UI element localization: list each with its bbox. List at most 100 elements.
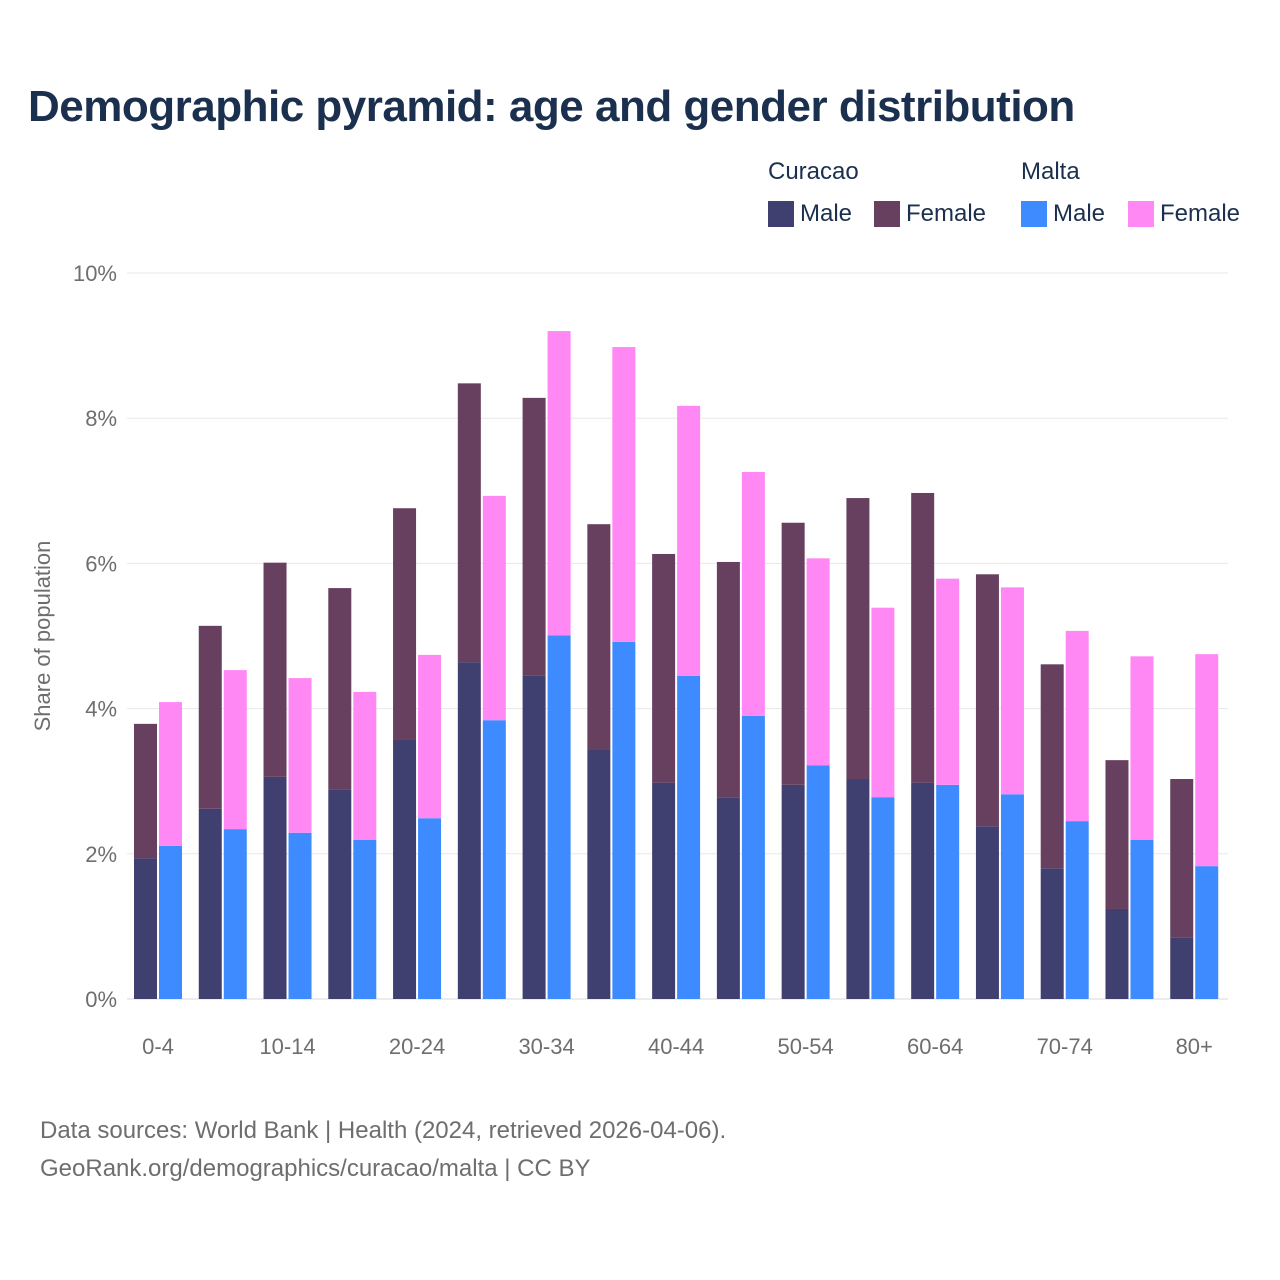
bar-curacao-female-80+ [1170,779,1194,938]
bar-curacao-male-65-69 [975,826,999,999]
legend-swatch [874,201,900,227]
bar-malta-female-40-44 [677,405,701,676]
bar-curacao-male-60-64 [911,782,935,999]
bar-curacao-female-75-79 [1105,760,1129,909]
bar-malta-female-30-34 [547,331,571,636]
bar-curacao-female-25-29 [457,383,481,663]
bar-malta-male-30-34 [547,635,571,999]
bar-curacao-female-20-24 [393,508,417,740]
bar-malta-female-70-74 [1065,630,1089,822]
bar-curacao-female-40-44 [652,553,676,783]
legend-item-malta-female[interactable]: Female [1128,200,1240,228]
bar-malta-male-0-4 [159,845,182,999]
y-tick-label: 4% [85,697,117,722]
x-tick-label: 10-14 [259,1034,315,1059]
bar-curacao-male-35-39 [587,749,611,999]
bar-curacao-male-80+ [1170,937,1194,999]
bar-curacao-female-0-4 [134,723,157,859]
bar-malta-female-25-29 [482,495,506,721]
x-tick-label: 20-24 [389,1034,445,1059]
bar-curacao-female-35-39 [587,524,611,750]
bar-curacao-male-20-24 [393,739,417,999]
bar-curacao-female-60-64 [911,492,935,783]
legend-swatch [1021,201,1047,227]
footer-sources: Data sources: World Bank | Health (2024,… [40,1117,727,1144]
bar-curacao-male-30-34 [522,675,546,999]
bar-malta-female-50-54 [806,558,830,766]
bar-malta-male-20-24 [418,818,442,999]
y-tick-label: 6% [85,551,117,576]
legend-group-malta: Malta [1021,158,1080,185]
bar-curacao-male-45-49 [716,797,740,999]
bar-curacao-female-45-49 [716,561,740,798]
y-tick-label: 10% [73,261,117,286]
bar-curacao-male-5-9 [198,808,222,999]
y-tick-label: 8% [85,406,117,431]
x-tick-label: 30-34 [518,1034,574,1059]
bar-curacao-male-40-44 [652,782,676,999]
legend-item-malta-male[interactable]: Male [1021,200,1105,228]
chart-title: Demographic pyramid: age and gender dist… [28,82,1075,131]
bar-malta-male-45-49 [741,715,765,999]
bar-curacao-female-5-9 [198,625,222,809]
bar-curacao-male-75-79 [1105,908,1129,999]
bar-malta-male-70-74 [1065,821,1089,999]
bar-malta-female-5-9 [223,670,247,830]
bar-malta-female-20-24 [418,654,442,819]
legend-label: Female [1160,200,1241,227]
bar-malta-male-80+ [1195,866,1219,999]
y-tick-label: 2% [85,842,117,867]
bar-malta-female-0-4 [159,702,182,846]
bar-malta-female-10-14 [288,678,312,833]
legend-label: Female [906,200,987,227]
legend-swatch [768,201,794,227]
bar-curacao-male-70-74 [1040,868,1064,999]
bar-malta-female-45-49 [741,471,765,716]
bar-malta-male-65-69 [1000,794,1024,999]
y-axis-label: Share of population [30,541,55,732]
x-tick-label: 50-54 [778,1034,834,1059]
bar-curacao-male-0-4 [134,858,157,999]
bar-curacao-female-70-74 [1040,664,1064,869]
x-tick-label: 60-64 [907,1034,963,1059]
bar-malta-female-65-69 [1000,587,1024,795]
bar-curacao-male-25-29 [457,662,481,999]
bar-curacao-female-55-59 [846,498,870,780]
legend-label: Male [1053,200,1106,227]
bar-malta-male-60-64 [936,784,960,999]
bar-curacao-female-10-14 [263,562,287,777]
footer-credit: GeoRank.org/demographics/curacao/malta |… [40,1155,591,1182]
legend-label: Male [800,200,853,227]
bar-curacao-male-10-14 [263,776,287,999]
bar-malta-female-80+ [1195,654,1219,867]
y-tick-label: 0% [85,987,117,1012]
bar-malta-male-10-14 [288,832,312,999]
bar-curacao-female-30-34 [522,397,546,676]
bar-curacao-male-15-19 [328,789,352,999]
bar-malta-male-15-19 [353,840,377,999]
legend-group-curacao: Curacao [768,158,859,185]
bar-malta-female-55-59 [871,607,895,798]
x-tick-label: 70-74 [1037,1034,1093,1059]
bar-curacao-female-50-54 [781,522,805,785]
bar-malta-female-60-64 [936,578,960,785]
bar-curacao-female-65-69 [975,574,999,827]
bar-malta-male-75-79 [1130,840,1154,999]
bar-malta-male-50-54 [806,765,830,999]
bar-malta-male-55-59 [871,797,895,999]
legend-item-curacao-female[interactable]: Female [874,200,986,228]
bar-curacao-male-50-54 [781,784,805,999]
x-tick-label: 40-44 [648,1034,704,1059]
bar-malta-male-40-44 [677,675,701,999]
legend-swatch [1128,201,1154,227]
legend-item-curacao-male[interactable]: Male [768,200,852,228]
bar-malta-male-35-39 [612,641,636,999]
bar-malta-male-25-29 [482,720,506,999]
bar-curacao-female-15-19 [328,588,352,790]
bar-malta-female-15-19 [353,691,377,841]
bar-curacao-male-55-59 [846,779,870,999]
x-tick-label: 0-4 [142,1034,174,1059]
bar-malta-male-5-9 [223,829,247,999]
